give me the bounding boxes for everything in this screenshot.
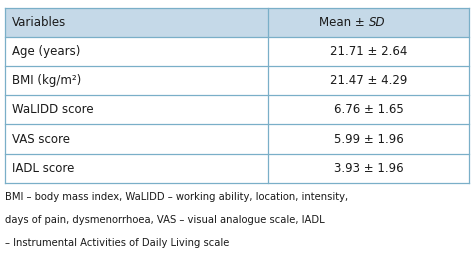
Text: SD: SD bbox=[368, 16, 385, 29]
Text: IADL score: IADL score bbox=[12, 162, 74, 175]
Text: BMI – body mass index, WaLIDD – working ability, location, intensity,: BMI – body mass index, WaLIDD – working … bbox=[5, 192, 348, 202]
Bar bbox=[5, 124, 469, 154]
Text: Age (years): Age (years) bbox=[12, 45, 80, 58]
Text: VAS score: VAS score bbox=[12, 133, 70, 145]
Bar bbox=[5, 37, 469, 66]
Text: days of pain, dysmenorrhoea, VAS – visual analogue scale, IADL: days of pain, dysmenorrhoea, VAS – visua… bbox=[5, 215, 324, 225]
Text: 21.71 ± 2.64: 21.71 ± 2.64 bbox=[330, 45, 407, 58]
Text: Variables: Variables bbox=[12, 16, 66, 29]
Bar bbox=[5, 95, 469, 124]
Bar bbox=[5, 8, 469, 37]
Text: 5.99 ± 1.96: 5.99 ± 1.96 bbox=[334, 133, 403, 145]
Text: 3.93 ± 1.96: 3.93 ± 1.96 bbox=[334, 162, 403, 175]
Text: BMI (kg/m²): BMI (kg/m²) bbox=[12, 74, 81, 87]
Text: 21.47 ± 4.29: 21.47 ± 4.29 bbox=[330, 74, 407, 87]
Text: WaLIDD score: WaLIDD score bbox=[12, 103, 93, 117]
Text: – Instrumental Activities of Daily Living scale: – Instrumental Activities of Daily Livin… bbox=[5, 238, 229, 248]
Bar bbox=[5, 154, 469, 183]
Bar bbox=[5, 66, 469, 95]
Text: Mean ±: Mean ± bbox=[319, 16, 368, 29]
Text: 6.76 ± 1.65: 6.76 ± 1.65 bbox=[334, 103, 403, 117]
